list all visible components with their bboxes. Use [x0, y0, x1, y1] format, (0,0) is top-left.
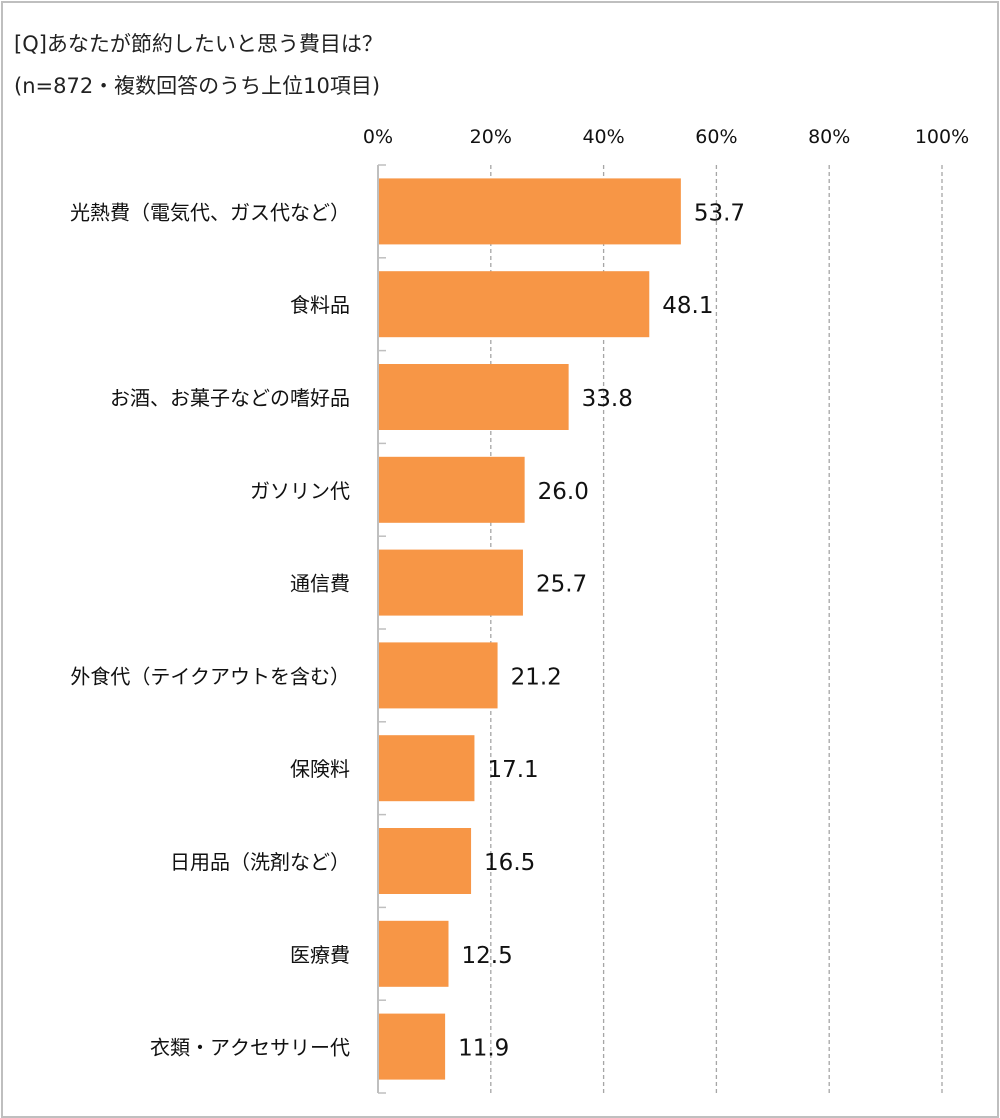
bar	[379, 364, 569, 430]
x-tick-label: 60%	[695, 126, 737, 148]
data-label: 33.8	[582, 386, 633, 412]
chart-subtitle: (n=872・複数回答のうち上位10項目)	[14, 74, 381, 98]
bar	[379, 828, 472, 894]
category-label: 保険料	[290, 757, 350, 781]
bar	[379, 735, 475, 802]
bar	[379, 271, 650, 338]
chart-title: [Q]あなたが節約したいと思う費目は？	[14, 32, 383, 56]
x-tick-label: 100%	[915, 126, 969, 148]
bar	[379, 549, 523, 616]
bar	[379, 456, 525, 523]
category-label: お酒、お菓子などの嗜好品	[110, 386, 350, 410]
category-label: 外食代（テイクアウトを含む）	[70, 664, 350, 688]
x-tick-label: 20%	[470, 126, 512, 148]
data-label: 26.0	[538, 479, 589, 505]
bar	[379, 178, 681, 245]
x-tick-label: 0%	[363, 126, 393, 148]
category-label: 日用品（洗剤など）	[170, 850, 350, 874]
data-label: 25.7	[536, 572, 587, 598]
data-label: 53.7	[694, 200, 745, 226]
data-label: 21.2	[511, 664, 562, 690]
data-label: 16.5	[484, 850, 535, 876]
bar	[379, 1013, 446, 1080]
category-label: 医療費	[290, 943, 350, 967]
data-label: 17.1	[487, 757, 538, 783]
bar	[379, 920, 449, 987]
data-label: 11.9	[458, 1036, 509, 1062]
bar	[379, 642, 498, 709]
category-label: 食料品	[290, 293, 350, 317]
x-tick-label: 40%	[582, 126, 624, 148]
x-tick-label: 80%	[808, 126, 850, 148]
category-label: ガソリン代	[250, 479, 350, 503]
category-label: 光熱費（電気代、ガス代など）	[70, 200, 350, 224]
data-label: 48.1	[662, 293, 713, 319]
category-label: 通信費	[290, 572, 350, 596]
category-label: 衣類・アクセサリー代	[150, 1036, 350, 1060]
data-label: 12.5	[462, 943, 513, 969]
